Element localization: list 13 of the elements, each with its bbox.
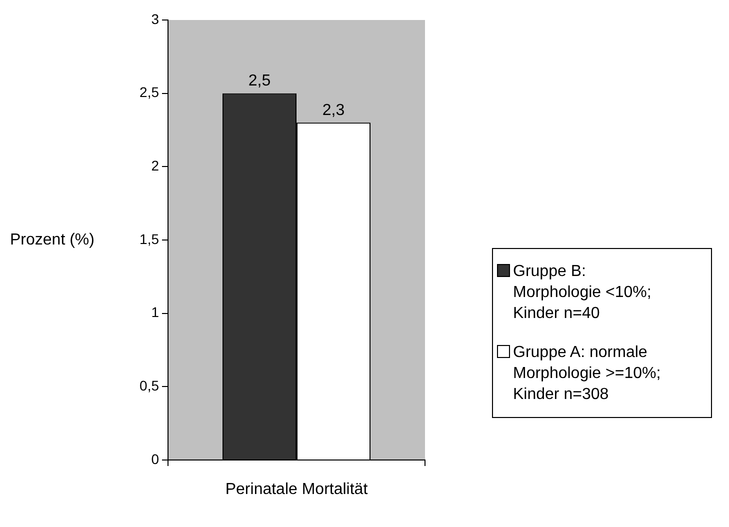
data-label: 2,5 <box>248 72 271 90</box>
y-tick-label: 2 <box>151 158 160 174</box>
legend-label: Gruppe A: normale Morphologie >=10%; Kinder n=308 <box>513 343 662 405</box>
y-tick-label: 1 <box>151 304 160 320</box>
x-tick-label: Perinatale Mortalität <box>225 481 368 498</box>
y-tick-label: 1,5 <box>140 230 160 247</box>
y-tick-label: 2,5 <box>140 84 160 100</box>
y-tick-label: 0 <box>151 450 160 467</box>
text: Gruppe B: Morphologie <10%; Kinder n=40 <box>513 262 652 324</box>
y-tick-label: 0,5 <box>140 378 160 394</box>
data-label: 2,3 <box>322 102 345 120</box>
y-tick-label: 3 <box>151 10 160 27</box>
y-axis-title: Prozent (%) <box>10 231 94 248</box>
